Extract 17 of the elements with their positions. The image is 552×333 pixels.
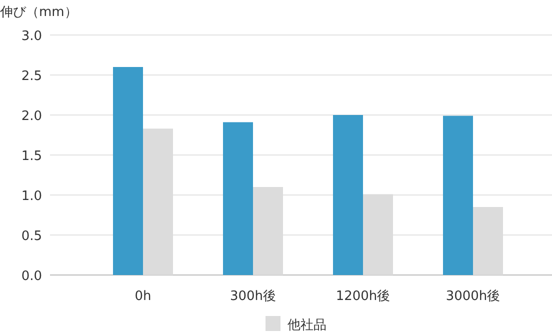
bar: [113, 67, 143, 275]
y-tick-label: 1.5: [21, 149, 42, 164]
bar: [333, 115, 363, 275]
x-tick-label: 0h: [134, 289, 152, 304]
y-tick-label: 0.5: [21, 229, 42, 244]
x-tick-label: 1200h後: [336, 289, 390, 304]
y-tick-label: 3.0: [21, 29, 42, 44]
bar: [223, 122, 253, 275]
bar: [443, 116, 473, 275]
legend-label: 他社品: [288, 318, 326, 333]
y-tick-label: 1.0: [21, 189, 42, 204]
y-tick-label: 2.5: [21, 69, 42, 84]
y-axis-title: 伸び（mm）: [0, 5, 78, 20]
x-tick-label: 300h後: [230, 289, 276, 304]
x-tick-label: 3000h後: [446, 289, 500, 304]
y-tick-label: 2.0: [21, 109, 42, 124]
y-tick-label: 0.0: [21, 269, 42, 284]
